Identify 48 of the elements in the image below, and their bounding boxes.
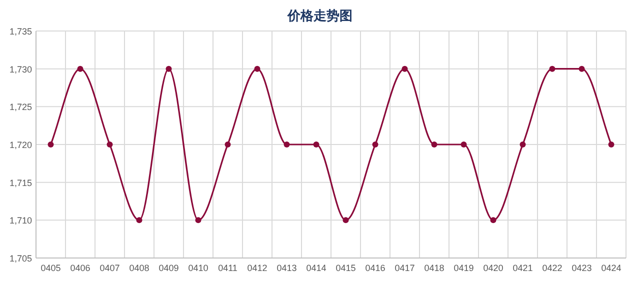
x-tick-label: 0417 bbox=[394, 263, 415, 273]
x-tick-label: 0419 bbox=[454, 263, 474, 273]
point bbox=[460, 142, 467, 148]
point bbox=[431, 142, 438, 148]
point bbox=[608, 142, 614, 148]
x-tick-label: 0410 bbox=[188, 263, 208, 273]
point bbox=[136, 217, 142, 224]
x-tick-label: 0415 bbox=[336, 263, 356, 273]
y-tick-label: 1,725 bbox=[9, 102, 32, 112]
x-tick-label: 0412 bbox=[247, 263, 268, 273]
x-tick-label: 0408 bbox=[129, 263, 150, 273]
point bbox=[313, 142, 320, 148]
x-tick-label: 0409 bbox=[158, 263, 179, 273]
y-tick-label: 1,730 bbox=[9, 64, 32, 74]
chart-title: 价格走势图 bbox=[286, 8, 352, 23]
x-tick-label: 0406 bbox=[70, 263, 90, 273]
x-tick-label: 0414 bbox=[306, 263, 326, 273]
point bbox=[549, 66, 556, 72]
x-tick-label: 0424 bbox=[601, 263, 622, 273]
point bbox=[166, 66, 172, 72]
x-tick-label: 0422 bbox=[542, 263, 562, 273]
point bbox=[490, 217, 496, 224]
y-tick-label: 1,715 bbox=[9, 178, 32, 188]
point bbox=[372, 142, 378, 148]
x-tick-label: 0416 bbox=[365, 263, 386, 273]
x-tick-label: 0413 bbox=[276, 263, 297, 273]
point bbox=[578, 66, 585, 72]
point bbox=[48, 142, 54, 148]
point bbox=[77, 66, 84, 72]
point bbox=[254, 66, 260, 72]
point bbox=[520, 142, 526, 148]
point bbox=[284, 142, 290, 148]
y-tick-label: 1,735 bbox=[9, 26, 32, 36]
point bbox=[195, 217, 202, 224]
y-tick-label: 1,720 bbox=[9, 140, 32, 150]
x-tick-label: 0420 bbox=[483, 263, 504, 273]
x-tick-label: 0405 bbox=[40, 263, 61, 273]
y-tick-label: 1,710 bbox=[9, 216, 32, 226]
point bbox=[402, 66, 408, 72]
y-tick-label: 1,705 bbox=[9, 254, 32, 264]
x-tick-label: 0423 bbox=[572, 263, 592, 273]
x-tick-label: 0418 bbox=[424, 263, 444, 273]
point bbox=[224, 142, 231, 148]
point bbox=[342, 217, 349, 224]
point bbox=[106, 142, 113, 148]
x-tick-label: 0421 bbox=[512, 263, 533, 273]
x-tick-label: 0407 bbox=[100, 263, 120, 273]
x-tick-label: 0411 bbox=[218, 263, 238, 273]
